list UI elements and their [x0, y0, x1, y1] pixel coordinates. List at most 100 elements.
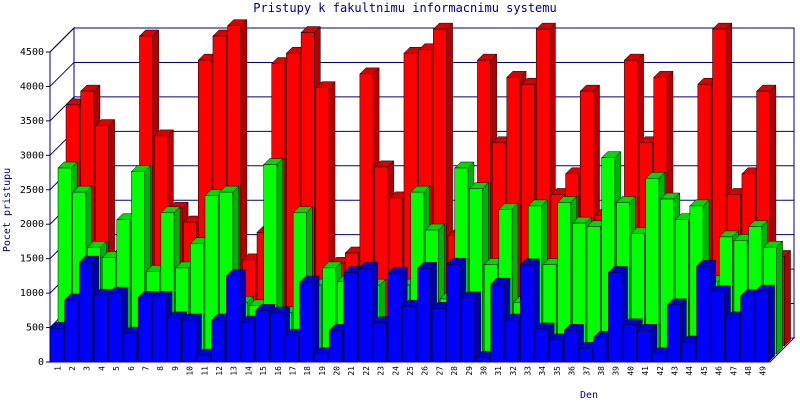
bar	[240, 321, 255, 363]
bar	[490, 283, 505, 363]
bar	[373, 322, 387, 363]
bar-side	[768, 284, 775, 363]
bar	[255, 310, 270, 363]
bar	[79, 261, 93, 363]
x-tick-label: 14	[244, 366, 253, 376]
x-tick-label: 27	[435, 366, 444, 376]
bar	[740, 295, 755, 363]
x-tick-label: 11	[200, 366, 209, 376]
bar	[196, 354, 211, 363]
x-tick-label: 15	[259, 366, 268, 376]
bar	[564, 330, 578, 363]
x-tick-label: 10	[186, 366, 195, 376]
bar	[270, 312, 284, 363]
x-tick-label: 1	[53, 366, 62, 371]
bar-side	[312, 275, 320, 363]
bar	[123, 332, 137, 363]
bar-side	[474, 291, 481, 363]
y-tick-label: 3000	[20, 150, 44, 161]
y-tick-label: 1500	[20, 254, 44, 265]
bar	[299, 281, 314, 363]
x-tick-label: 46	[715, 366, 724, 376]
x-tick-label: 21	[347, 366, 356, 376]
bar	[387, 272, 402, 363]
x-tick-label: 40	[626, 366, 635, 376]
x-tick-label: 35	[553, 366, 562, 376]
bar	[402, 305, 417, 363]
x-tick-label: 33	[524, 366, 533, 376]
x-tick-label: 20	[333, 366, 342, 376]
bar	[284, 334, 299, 363]
bar	[681, 341, 696, 363]
x-tick-label: 5	[112, 366, 121, 371]
bar	[593, 336, 608, 363]
x-tick-label: 34	[538, 366, 547, 376]
bar	[226, 275, 240, 363]
bar	[358, 268, 373, 363]
x-tick-label: 18	[303, 366, 312, 376]
bar	[608, 272, 622, 363]
bar	[417, 268, 431, 363]
x-tick-label: 42	[656, 366, 665, 376]
bar	[652, 353, 666, 363]
x-tick-label: 12	[215, 366, 224, 376]
y-tick-label: 500	[26, 323, 44, 334]
y-axis-label: Pocet pristupu	[2, 168, 13, 252]
x-tick-label: 43	[670, 366, 679, 376]
y-tick-label: 2000	[20, 219, 44, 230]
y-tick-label: 2500	[20, 185, 44, 196]
bar	[314, 353, 328, 363]
bar	[666, 304, 681, 363]
y-tick-label: 4500	[20, 47, 44, 58]
x-tick-label: 38	[597, 366, 606, 376]
bar	[64, 299, 79, 363]
x-tick-label: 13	[230, 366, 239, 376]
x-tick-label: 30	[479, 366, 488, 376]
y-tick-label: 4000	[20, 81, 44, 92]
bar	[137, 296, 152, 363]
bar	[637, 330, 652, 363]
bar	[710, 291, 725, 363]
x-tick-label: 32	[509, 366, 518, 376]
x-tick-label: 19	[318, 366, 327, 376]
bar	[343, 272, 358, 363]
bar	[755, 290, 769, 363]
x-tick-label: 45	[700, 366, 709, 376]
bar-side	[784, 249, 791, 347]
bar	[696, 265, 711, 363]
x-tick-label: 47	[729, 366, 738, 376]
bar	[622, 324, 637, 363]
x-tick-label: 16	[274, 366, 283, 376]
x-tick-label: 31	[494, 366, 503, 376]
chart-title: Pristupy k fakultnimu informacnimu syste…	[253, 1, 556, 15]
y-tick-label: 1000	[20, 288, 44, 299]
bar	[725, 317, 740, 363]
grid-line	[49, 27, 75, 53]
bar	[93, 294, 108, 363]
bar	[167, 317, 182, 363]
bar	[461, 297, 475, 363]
x-tick-label: 17	[288, 366, 297, 376]
x-tick-label: 39	[612, 366, 621, 376]
bar	[328, 330, 343, 363]
bar	[505, 319, 519, 363]
x-tick-label: 41	[641, 366, 650, 376]
x-tick-label: 7	[142, 366, 151, 371]
bar	[49, 327, 64, 363]
x-tick-label: 4	[97, 366, 106, 371]
grid-line	[49, 62, 75, 87]
bar	[152, 296, 167, 363]
x-tick-label: 29	[465, 366, 474, 376]
x-tick-label: 23	[377, 366, 386, 376]
bar	[549, 339, 564, 363]
x-tick-label: 44	[685, 366, 694, 376]
x-tick-label: 8	[156, 366, 165, 371]
bar	[475, 356, 490, 363]
bar	[519, 264, 534, 363]
y-tick-label: 0	[38, 357, 44, 368]
x-tick-label: 48	[744, 366, 753, 376]
bar	[108, 292, 123, 363]
x-tick-label: 6	[127, 366, 136, 371]
x-tick-label: 26	[421, 366, 430, 376]
x-tick-label: 25	[406, 366, 415, 376]
